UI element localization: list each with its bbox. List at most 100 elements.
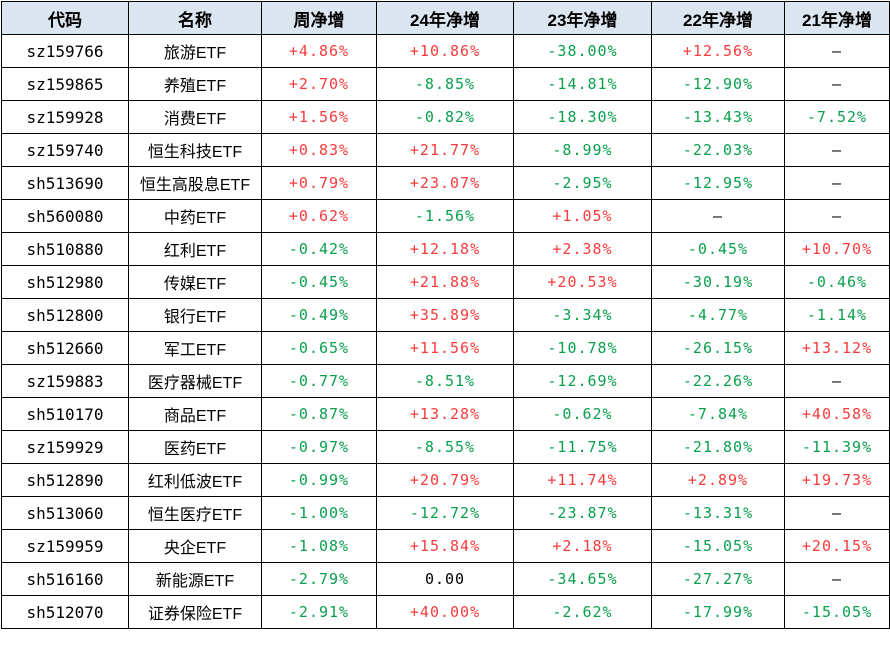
table-row: sz159928 消费ETF +1.56% -0.82% -18.30% -13.43% -… bbox=[1, 100, 890, 134]
cell-value: -12.72% bbox=[376, 496, 514, 530]
cell-value: +2.89% bbox=[651, 463, 785, 497]
cell-value: — bbox=[784, 67, 890, 101]
cell-value: -0.97% bbox=[261, 430, 377, 464]
cell-code: sz159929 bbox=[1, 430, 129, 464]
column-header-1: 名称 bbox=[128, 1, 262, 35]
cell-value: -1.08% bbox=[261, 529, 377, 563]
cell-value: -0.77% bbox=[261, 364, 377, 398]
cell-value: -0.62% bbox=[513, 397, 652, 431]
cell-name: 银行ETF bbox=[128, 298, 262, 332]
cell-value: +20.79% bbox=[376, 463, 514, 497]
cell-value: -7.84% bbox=[651, 397, 785, 431]
table-row: sh510170 商品ETF -0.87% +13.28% -0.62% -7.84% +4… bbox=[1, 397, 890, 431]
table-row: sh513690 恒生高股息ETF +0.79% +23.07% -2.95% -12.9… bbox=[1, 166, 890, 200]
cell-value: -13.31% bbox=[651, 496, 785, 530]
cell-value: -22.26% bbox=[651, 364, 785, 398]
cell-value: +11.74% bbox=[513, 463, 652, 497]
cell-value: -12.95% bbox=[651, 166, 785, 200]
cell-value: +13.28% bbox=[376, 397, 514, 431]
cell-value: -0.42% bbox=[261, 232, 377, 266]
cell-value: — bbox=[784, 199, 890, 233]
cell-value: -2.79% bbox=[261, 562, 377, 596]
cell-value: -14.81% bbox=[513, 67, 652, 101]
cell-code: sh513060 bbox=[1, 496, 129, 530]
cell-value: -30.19% bbox=[651, 265, 785, 299]
table-row: sz159883 医疗器械ETF -0.77% -8.51% -12.69% -22.26… bbox=[1, 364, 890, 398]
cell-code: sh512070 bbox=[1, 595, 129, 629]
cell-value: -2.62% bbox=[513, 595, 652, 629]
cell-value: — bbox=[784, 166, 890, 200]
cell-value: +20.15% bbox=[784, 529, 890, 563]
cell-value: — bbox=[784, 34, 890, 68]
cell-value: -7.52% bbox=[784, 100, 890, 134]
cell-code: sh512890 bbox=[1, 463, 129, 497]
cell-name: 医疗器械ETF bbox=[128, 364, 262, 398]
cell-name: 军工ETF bbox=[128, 331, 262, 365]
cell-code: sh510880 bbox=[1, 232, 129, 266]
cell-value: -0.45% bbox=[651, 232, 785, 266]
cell-code: sz159740 bbox=[1, 133, 129, 167]
cell-value: +15.84% bbox=[376, 529, 514, 563]
cell-value: +23.07% bbox=[376, 166, 514, 200]
cell-name: 恒生医疗ETF bbox=[128, 496, 262, 530]
cell-value: — bbox=[784, 133, 890, 167]
cell-value: -26.15% bbox=[651, 331, 785, 365]
cell-value: — bbox=[784, 364, 890, 398]
cell-value: -0.45% bbox=[261, 265, 377, 299]
cell-value: +40.58% bbox=[784, 397, 890, 431]
cell-value: — bbox=[651, 199, 785, 233]
cell-code: sh512800 bbox=[1, 298, 129, 332]
cell-value: -8.55% bbox=[376, 430, 514, 464]
table-row: sh512660 军工ETF -0.65% +11.56% -10.78% -26.15%… bbox=[1, 331, 890, 365]
cell-name: 红利低波ETF bbox=[128, 463, 262, 497]
cell-value: -12.90% bbox=[651, 67, 785, 101]
cell-value: -21.80% bbox=[651, 430, 785, 464]
cell-value: +2.38% bbox=[513, 232, 652, 266]
table-row: sh560080 中药ETF +0.62% -1.56% +1.05% — — bbox=[1, 199, 890, 233]
cell-value: -34.65% bbox=[513, 562, 652, 596]
cell-value: +0.83% bbox=[261, 133, 377, 167]
cell-value: +21.77% bbox=[376, 133, 514, 167]
cell-value: +2.70% bbox=[261, 67, 377, 101]
cell-value: +2.18% bbox=[513, 529, 652, 563]
cell-value: -0.87% bbox=[261, 397, 377, 431]
cell-value: -13.43% bbox=[651, 100, 785, 134]
cell-code: sz159865 bbox=[1, 67, 129, 101]
cell-name: 传媒ETF bbox=[128, 265, 262, 299]
cell-value: +12.18% bbox=[376, 232, 514, 266]
cell-name: 央企ETF bbox=[128, 529, 262, 563]
cell-value: -1.00% bbox=[261, 496, 377, 530]
cell-value: -8.99% bbox=[513, 133, 652, 167]
cell-value: -11.75% bbox=[513, 430, 652, 464]
cell-value: -27.27% bbox=[651, 562, 785, 596]
cell-value: -15.05% bbox=[784, 595, 890, 629]
cell-value: +0.79% bbox=[261, 166, 377, 200]
cell-name: 医药ETF bbox=[128, 430, 262, 464]
cell-value: +40.00% bbox=[376, 595, 514, 629]
cell-value: -12.69% bbox=[513, 364, 652, 398]
cell-value: +13.12% bbox=[784, 331, 890, 365]
table-row: sh510880 红利ETF -0.42% +12.18% +2.38% -0.45% +1… bbox=[1, 232, 890, 266]
cell-value: -0.99% bbox=[261, 463, 377, 497]
cell-code: sh560080 bbox=[1, 199, 129, 233]
table-row: sh513060 恒生医疗ETF -1.00% -12.72% -23.87% -13.3… bbox=[1, 496, 890, 530]
cell-value: -2.95% bbox=[513, 166, 652, 200]
cell-value: — bbox=[784, 496, 890, 530]
table-row: sz159865 养殖ETF +2.70% -8.85% -14.81% -12.90% — bbox=[1, 67, 890, 101]
cell-name: 旅游ETF bbox=[128, 34, 262, 68]
cell-value: +12.56% bbox=[651, 34, 785, 68]
etf-performance-table: 代码 名称 周净增 24年净增 23年净增 22年净增 21年净增 sz159766 旅游ET… bbox=[1, 1, 890, 629]
cell-code: sh510170 bbox=[1, 397, 129, 431]
header-row: 代码 名称 周净增 24年净增 23年净增 22年净增 21年净增 bbox=[1, 1, 890, 35]
cell-value: +35.89% bbox=[376, 298, 514, 332]
cell-value: +0.62% bbox=[261, 199, 377, 233]
table-row: sh512890 红利低波ETF -0.99% +20.79% +11.74% +2.89… bbox=[1, 463, 890, 497]
table-row: sh516160 新能源ETF -2.79% 0.00 -34.65% -27.27% — bbox=[1, 562, 890, 596]
cell-value: -2.91% bbox=[261, 595, 377, 629]
cell-value: -3.34% bbox=[513, 298, 652, 332]
cell-code: sh513690 bbox=[1, 166, 129, 200]
etf-table-body: sz159766 旅游ETF +4.86% +10.86% -38.00% +12.56%… bbox=[1, 34, 890, 629]
cell-value: +1.56% bbox=[261, 100, 377, 134]
cell-value: -22.03% bbox=[651, 133, 785, 167]
